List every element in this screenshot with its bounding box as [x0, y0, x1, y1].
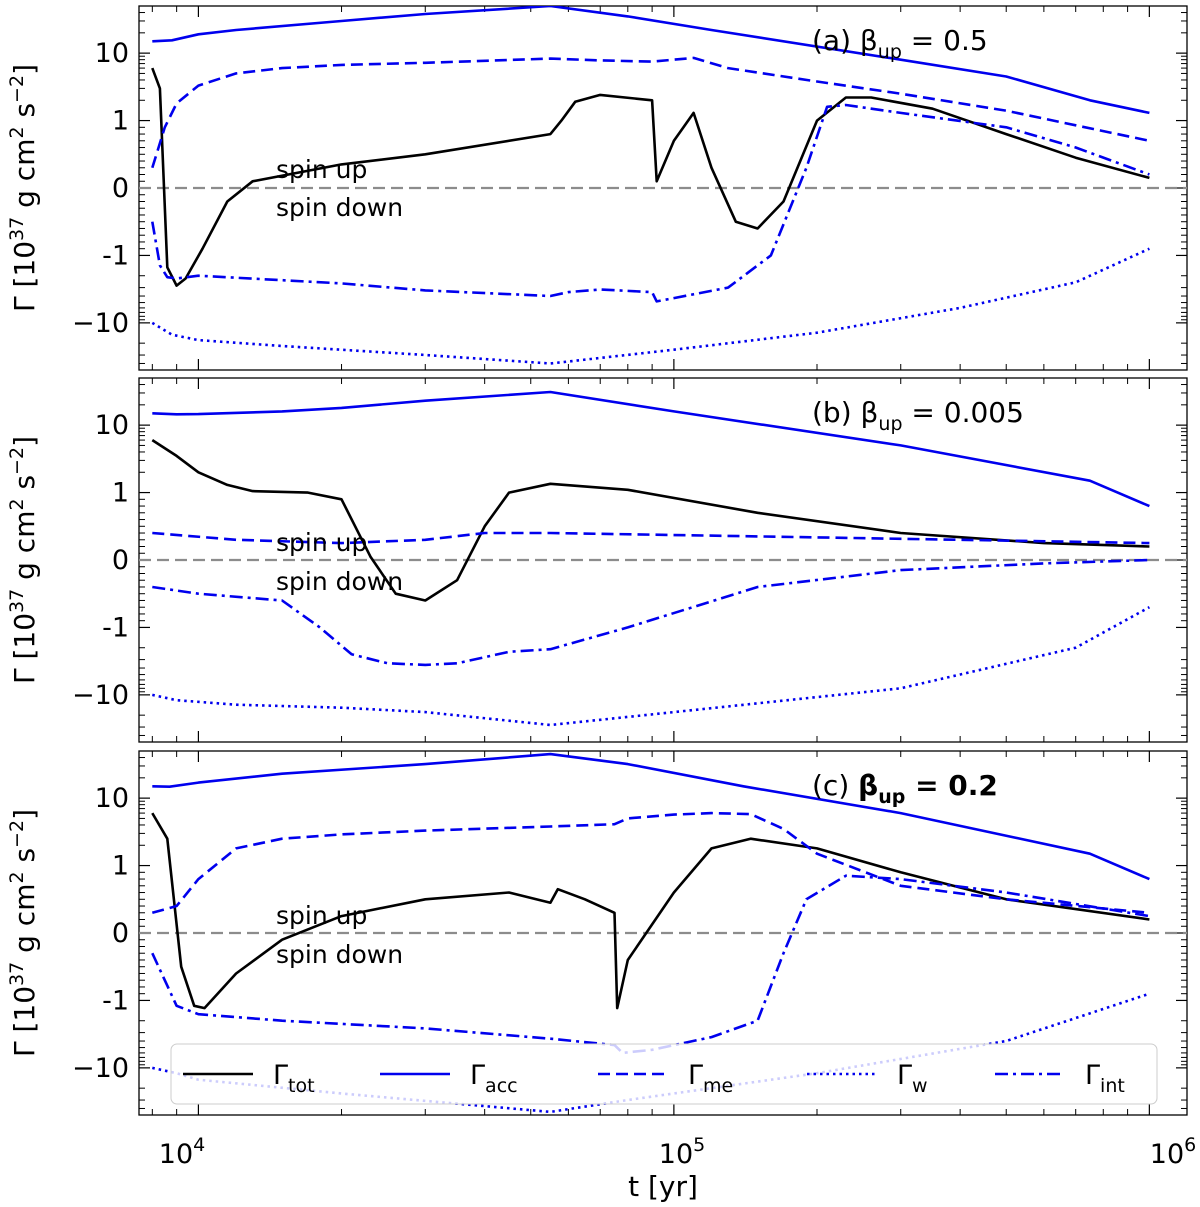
x-axis: 104 105 106 t [yr]	[159, 1134, 1196, 1203]
legend-entry-me: Γme	[598, 1060, 733, 1097]
panel-b-y-tick-label: −10	[72, 680, 129, 711]
panel-c-series-acc	[152, 752, 1150, 881]
panel-c-spin-up-label: spin up	[276, 901, 367, 930]
panel-b-spin-down-label: spin down	[276, 567, 403, 596]
panel-b-y-tick-label: 0	[112, 545, 129, 576]
panel-c-y-tick-label: 10	[95, 783, 129, 814]
panel-b-title: (b) βup = 0.005	[812, 396, 1024, 435]
panel-b-plot-area	[139, 390, 1187, 727]
panel-b-series-w	[152, 606, 1151, 727]
panel-c-series-tot	[151, 812, 1150, 1010]
panel-a-y-tick-label: −10	[72, 308, 129, 339]
panel-a-y-axis-label: Γ [1037 g cm2 s−2]	[6, 64, 41, 312]
x-tick-label-1e5: 105	[659, 1134, 705, 1170]
panel-c-spin-down-label: spin down	[276, 940, 403, 969]
panel-c-y-tick-label: −10	[72, 1053, 129, 1084]
panel-b-y-axis-label: Γ [1037 g cm2 s−2]	[6, 436, 41, 684]
panel-b-y-tick-label: 1	[112, 478, 129, 509]
panel-b-spin-up-label: spin up	[276, 528, 367, 557]
panel-b-series-int	[152, 558, 1150, 667]
legend-label-me: Γme	[688, 1060, 733, 1097]
legend-label-acc: Γacc	[470, 1060, 518, 1097]
x-axis-label: t [yr]	[628, 1170, 698, 1203]
legend-entry-int: Γint	[995, 1060, 1125, 1097]
panel-a-series-acc	[152, 6, 1150, 115]
panel-a-y-tick-label: 0	[112, 173, 129, 204]
legend-entry-acc: Γacc	[380, 1060, 518, 1097]
panel-c-y-tick-label: 0	[112, 918, 129, 949]
panel-b-series-tot	[151, 439, 1150, 602]
x-tick-label-1e6: 106	[1150, 1134, 1196, 1170]
panel-a-y-tick-label: -1	[102, 240, 129, 271]
legend-label-int: Γint	[1085, 1060, 1125, 1097]
panel-c-series-me	[151, 811, 1150, 915]
panel-b-y-tick-label: 10	[95, 410, 129, 441]
legend-label-w: Γw	[897, 1060, 928, 1097]
panel-c-y-axis-label: Γ [1037 g cm2 s−2]	[6, 809, 41, 1057]
panel-a-series-w	[151, 247, 1150, 365]
panel-a-spin-up-label: spin up	[276, 155, 367, 184]
panel-a-y-tick-label: 10	[95, 38, 129, 69]
legend-entry-tot: Γtot	[183, 1060, 315, 1097]
panel-a-series-tot	[151, 67, 1150, 287]
panel-a-title: (a) βup = 0.5	[812, 24, 988, 63]
panel-c-y-tick-label: 1	[112, 851, 129, 882]
panel-b-y-tick-label: -1	[102, 612, 129, 643]
x-tick-label-1e4: 104	[159, 1134, 205, 1170]
panel-a-spin-down-label: spin down	[276, 193, 403, 222]
panel-b-series-me	[152, 531, 1150, 545]
panel-a-series-me	[151, 56, 1150, 169]
panel-a-series-int	[151, 103, 1150, 303]
legend-entry-w: Γw	[807, 1060, 928, 1097]
panel-a-y-tick-label: 1	[112, 106, 129, 137]
panel-b-series-acc	[152, 390, 1150, 508]
panel-a-plot-area	[139, 6, 1187, 365]
legend-label-tot: Γtot	[273, 1060, 315, 1097]
panel-c-title: (c) βup = 0.2	[812, 769, 998, 808]
panel-c-y-tick-label: -1	[102, 985, 129, 1016]
legend: Γtot Γacc Γme Γw Γint	[170, 1043, 1158, 1105]
